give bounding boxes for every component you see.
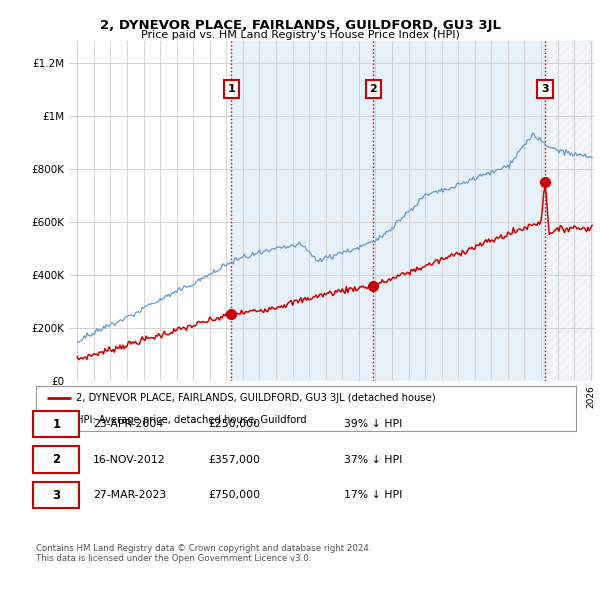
Text: 3: 3 [541, 84, 548, 94]
Text: 2, DYNEVOR PLACE, FAIRLANDS, GUILDFORD, GU3 3JL (detached house): 2, DYNEVOR PLACE, FAIRLANDS, GUILDFORD, … [77, 392, 436, 402]
Text: Price paid vs. HM Land Registry's House Price Index (HPI): Price paid vs. HM Land Registry's House … [140, 30, 460, 40]
Text: 1: 1 [52, 418, 61, 431]
Text: 17% ↓ HPI: 17% ↓ HPI [344, 490, 402, 500]
Text: HPI: Average price, detached house, Guildford: HPI: Average price, detached house, Guil… [77, 415, 307, 425]
Text: 3: 3 [52, 489, 61, 502]
Text: 1: 1 [227, 84, 235, 94]
Text: 2, DYNEVOR PLACE, FAIRLANDS, GUILDFORD, GU3 3JL: 2, DYNEVOR PLACE, FAIRLANDS, GUILDFORD, … [100, 19, 500, 32]
FancyBboxPatch shape [34, 447, 79, 473]
FancyBboxPatch shape [34, 482, 79, 508]
Text: 23-APR-2004: 23-APR-2004 [92, 419, 163, 429]
Text: 16-NOV-2012: 16-NOV-2012 [92, 455, 166, 464]
Text: £750,000: £750,000 [209, 490, 261, 500]
Text: £357,000: £357,000 [209, 455, 261, 464]
Bar [232, 41, 545, 381]
Text: 37% ↓ HPI: 37% ↓ HPI [344, 455, 402, 464]
Text: £250,000: £250,000 [209, 419, 261, 429]
Bar [545, 41, 594, 381]
Text: 27-MAR-2023: 27-MAR-2023 [92, 490, 166, 500]
Text: Contains HM Land Registry data © Crown copyright and database right 2024.
This d: Contains HM Land Registry data © Crown c… [36, 544, 371, 563]
Text: 2: 2 [52, 453, 61, 466]
FancyBboxPatch shape [34, 411, 79, 437]
Text: 2: 2 [370, 84, 377, 94]
Text: 39% ↓ HPI: 39% ↓ HPI [344, 419, 402, 429]
